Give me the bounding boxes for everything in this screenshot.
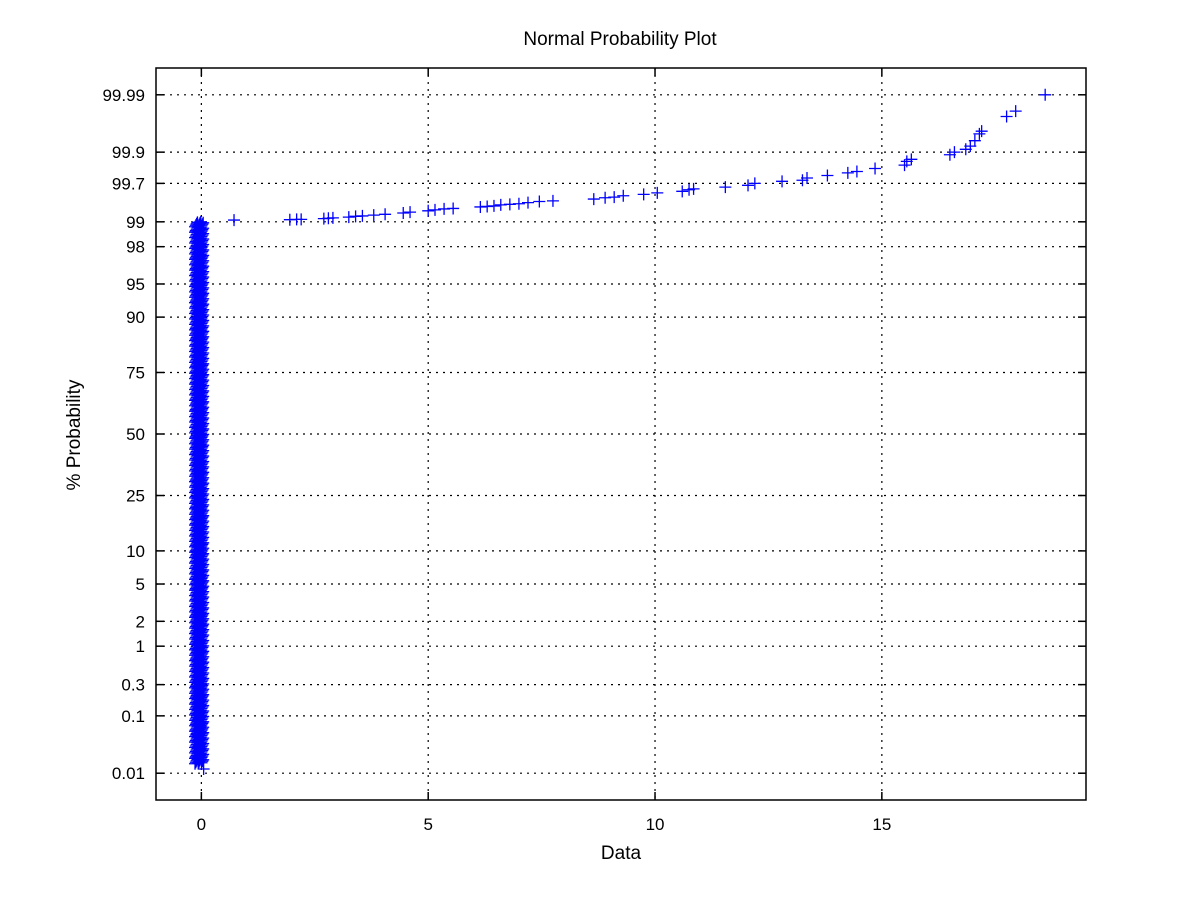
data-point xyxy=(617,189,630,202)
data-point xyxy=(948,146,961,159)
data-point xyxy=(608,191,621,204)
axis-ticks: 0 5 10 150.010.10.3125102550759095989999.79… xyxy=(102,68,1086,834)
data-point xyxy=(228,214,241,227)
data-point xyxy=(193,740,206,753)
y-axis-label: % Probability xyxy=(64,379,85,491)
data-point xyxy=(801,171,813,184)
data-point xyxy=(776,175,789,188)
data-point xyxy=(447,202,460,215)
data-point xyxy=(356,209,369,222)
data-point xyxy=(379,208,392,221)
y-tick-label: 1 xyxy=(136,637,145,656)
x-tick-label: 5 xyxy=(423,815,432,834)
data-point xyxy=(192,709,205,722)
data-point xyxy=(367,209,380,222)
data-point xyxy=(742,179,755,192)
y-tick-label: 75 xyxy=(126,363,145,382)
y-tick-label: 2 xyxy=(136,612,145,631)
data-point xyxy=(295,213,308,226)
data-point xyxy=(197,762,210,775)
chart-title: Normal Probability Plot xyxy=(523,29,717,50)
data-point xyxy=(841,166,854,179)
data-point xyxy=(821,169,834,182)
data-point xyxy=(342,211,355,224)
data-point xyxy=(512,197,525,210)
data-point xyxy=(397,207,410,220)
data-point xyxy=(869,162,882,175)
data-point xyxy=(719,181,732,194)
data-point xyxy=(599,191,612,204)
x-axis-label: Data xyxy=(600,843,642,864)
y-tick-label: 90 xyxy=(126,308,145,327)
data-point xyxy=(1039,88,1052,101)
data-point xyxy=(973,127,986,140)
data-point xyxy=(190,728,203,741)
data-point xyxy=(422,204,435,217)
y-tick-label: 95 xyxy=(126,275,145,294)
y-tick-label: 10 xyxy=(126,542,145,561)
y-tick-label: 0.3 xyxy=(121,676,145,695)
data-point xyxy=(1009,105,1022,118)
data-point xyxy=(533,195,546,208)
y-tick-label: 99.9 xyxy=(112,143,145,162)
data-point xyxy=(1000,110,1013,123)
plot-frame xyxy=(155,67,1087,801)
data-point xyxy=(546,194,559,207)
data-point xyxy=(850,165,863,178)
y-tick-label: 50 xyxy=(126,425,145,444)
data-point xyxy=(191,687,204,700)
data-points xyxy=(189,88,1052,775)
data-point xyxy=(194,719,207,732)
y-tick-label: 0.01 xyxy=(112,764,145,783)
data-point xyxy=(429,203,441,216)
x-tick-label: 0 xyxy=(197,815,206,834)
y-tick-label: 99 xyxy=(126,213,145,232)
y-tick-label: 25 xyxy=(126,487,145,506)
data-point xyxy=(968,134,981,147)
y-tick-label: 99.7 xyxy=(112,174,145,193)
y-tick-label: 99.99 xyxy=(102,86,145,105)
data-point xyxy=(191,750,204,763)
data-point xyxy=(748,177,761,190)
y-tick-label: 5 xyxy=(136,575,145,594)
data-point xyxy=(975,125,988,138)
data-point xyxy=(687,182,700,195)
data-point xyxy=(326,211,339,224)
x-tick-label: 15 xyxy=(872,815,891,834)
grid-lines xyxy=(156,68,1086,800)
data-point xyxy=(487,199,500,212)
y-tick-label: 0.1 xyxy=(121,707,145,726)
x-tick-label: 10 xyxy=(646,815,665,834)
data-point xyxy=(651,186,664,199)
data-point xyxy=(676,185,689,198)
data-point xyxy=(905,153,918,166)
data-point xyxy=(194,215,207,228)
data-point xyxy=(193,698,206,711)
data-point xyxy=(404,206,417,219)
y-tick-label: 98 xyxy=(126,238,145,257)
data-point xyxy=(637,188,650,201)
data-point xyxy=(522,196,534,209)
data-point xyxy=(587,193,600,206)
